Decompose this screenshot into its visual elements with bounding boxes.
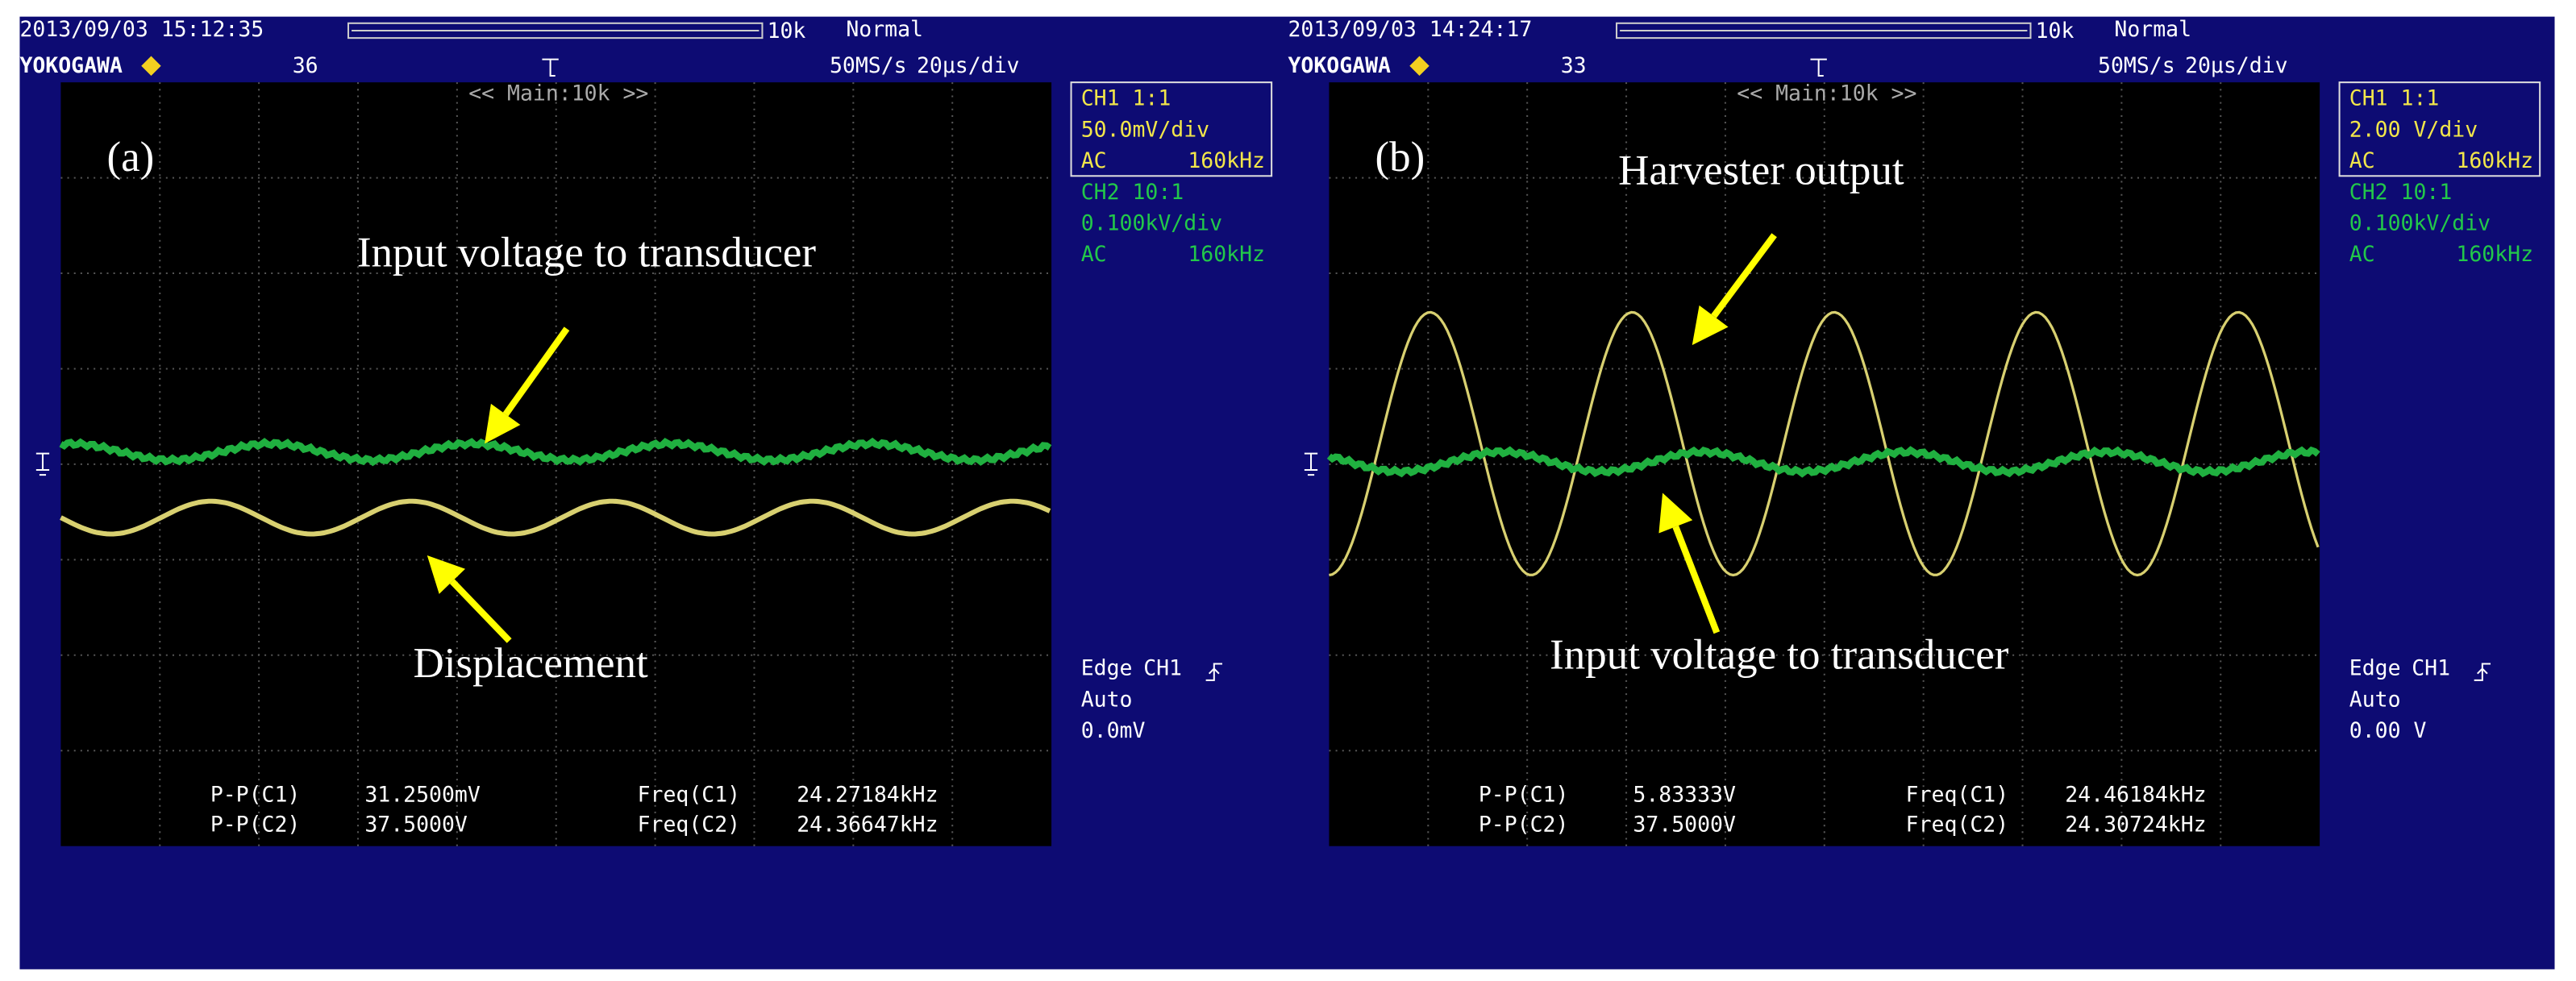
measurement-name: Freq(C2) <box>638 812 740 837</box>
trigger-mode: Normal <box>2114 17 2191 42</box>
trigger-level: 0.00 V <box>2349 718 2427 743</box>
arrow-shaft <box>1672 525 1721 634</box>
channel-bandwidth: 160kHz <box>2456 242 2533 267</box>
zoom-bar <box>1616 22 2032 39</box>
measurement-value: 24.36647kHz <box>797 812 938 837</box>
brand-diamond <box>141 56 161 76</box>
measurement-name: P-P(C2) <box>1479 812 1569 837</box>
ch1-box <box>2338 81 2541 177</box>
channel-label: CH2 10:1 <box>2349 180 2452 205</box>
main-label: << Main:10k >> <box>1737 81 1916 106</box>
arrow-head <box>485 403 521 444</box>
ground-marker <box>1304 452 1318 476</box>
annotation-label: Input voltage to transducer <box>357 229 817 276</box>
trigger-type: Edge <box>1081 656 1133 681</box>
zoom-label: 10k <box>768 19 806 44</box>
channel-coupling: AC <box>2349 148 2375 173</box>
trigger-type: Edge <box>2349 656 2401 681</box>
measurement-name: Freq(C1) <box>638 783 740 808</box>
arrow-shaft <box>449 579 512 643</box>
arrow-head <box>1692 305 1729 346</box>
trigger-auto: Auto <box>2349 687 2401 712</box>
annotation-label: Displacement <box>414 640 649 687</box>
channel-label: CH2 10:1 <box>1081 180 1184 205</box>
measurement-value: 24.27184kHz <box>797 783 938 808</box>
waveform-ch2 <box>59 437 1052 467</box>
arrow-shaft <box>1711 233 1777 318</box>
ground-marker <box>35 452 50 476</box>
measurement-value: 24.30724kHz <box>2065 812 2206 837</box>
channel-scale: 50.0mV/div <box>1081 117 1209 142</box>
measurement-name: Freq(C2) <box>1906 812 2008 837</box>
channel-scale: 2.00 V/div <box>2349 117 2478 142</box>
timebase: 20µs/div <box>2185 53 2287 78</box>
timestamp: 2013/09/03 14:24:17 <box>1288 17 1533 42</box>
acquisition-count: 36 <box>293 53 318 78</box>
channel-scale: 0.100kV/div <box>1081 211 1222 236</box>
channel-coupling: AC <box>1081 242 1107 267</box>
sample-rate: 50MS/s <box>2098 53 2175 78</box>
annotation-label: Input voltage to transducer <box>1550 632 2009 679</box>
channel-scale: 0.100kV/div <box>2349 211 2491 236</box>
measurement-name: P-P(C1) <box>1479 783 1569 808</box>
acquisition-count: 33 <box>1561 53 1587 78</box>
arrow-head <box>1658 493 1693 534</box>
channel-coupling: AC <box>1081 148 1107 173</box>
measurement-value: 5.83333V <box>1633 783 1736 808</box>
panel-label: (a) <box>106 134 154 181</box>
channel-bandwidth: 160kHz <box>1188 148 1265 173</box>
channel-coupling: AC <box>2349 242 2375 267</box>
waveform-ch1 <box>1329 310 2320 577</box>
sample-rate: 50MS/s <box>830 53 907 78</box>
measurement-value: 31.2500mV <box>364 783 480 808</box>
panel-label: (b) <box>1375 134 1425 181</box>
trigger-position-marker <box>1810 58 1827 77</box>
waveform-ch1 <box>60 498 1051 537</box>
measurement-name: P-P(C2) <box>210 812 301 837</box>
trigger-mode: Normal <box>846 17 923 42</box>
edge-symbol <box>1205 663 1222 681</box>
measurement-value: 37.5000V <box>1633 812 1736 837</box>
ch1-box <box>1070 81 1273 177</box>
annotation-label: Harvester output <box>1618 147 1904 193</box>
brand: YOKOGAWA <box>19 53 123 78</box>
measurement-name: Freq(C1) <box>1906 783 2008 808</box>
measurement-value: 24.46184kHz <box>2065 783 2206 808</box>
measurement-value: 37.5000V <box>364 812 468 837</box>
channel-label: CH1 1:1 <box>2349 86 2440 111</box>
timestamp: 2013/09/03 15:12:35 <box>19 17 264 42</box>
trigger-position-marker <box>542 58 559 77</box>
brand-diamond <box>1409 56 1429 76</box>
trigger-auto: Auto <box>1081 687 1133 712</box>
timebase: 20µs/div <box>917 53 1019 78</box>
trigger-source: CH1 <box>1143 656 1182 681</box>
trigger-level: 0.0mV <box>1081 718 1146 743</box>
edge-symbol <box>2474 663 2491 681</box>
brand: YOKOGAWA <box>1288 53 1392 78</box>
trigger-source: CH1 <box>2412 656 2450 681</box>
arrow-shaft <box>502 326 570 417</box>
zoom-label: 10k <box>2036 19 2075 44</box>
main-label: << Main:10k >> <box>468 81 648 106</box>
measurement-name: P-P(C1) <box>210 783 301 808</box>
zoom-bar <box>347 22 764 39</box>
waveform-ch2 <box>1326 446 2320 478</box>
arrow-head <box>427 555 466 594</box>
channel-label: CH1 1:1 <box>1081 86 1171 111</box>
channel-bandwidth: 160kHz <box>1188 242 1265 267</box>
channel-bandwidth: 160kHz <box>2456 148 2533 173</box>
